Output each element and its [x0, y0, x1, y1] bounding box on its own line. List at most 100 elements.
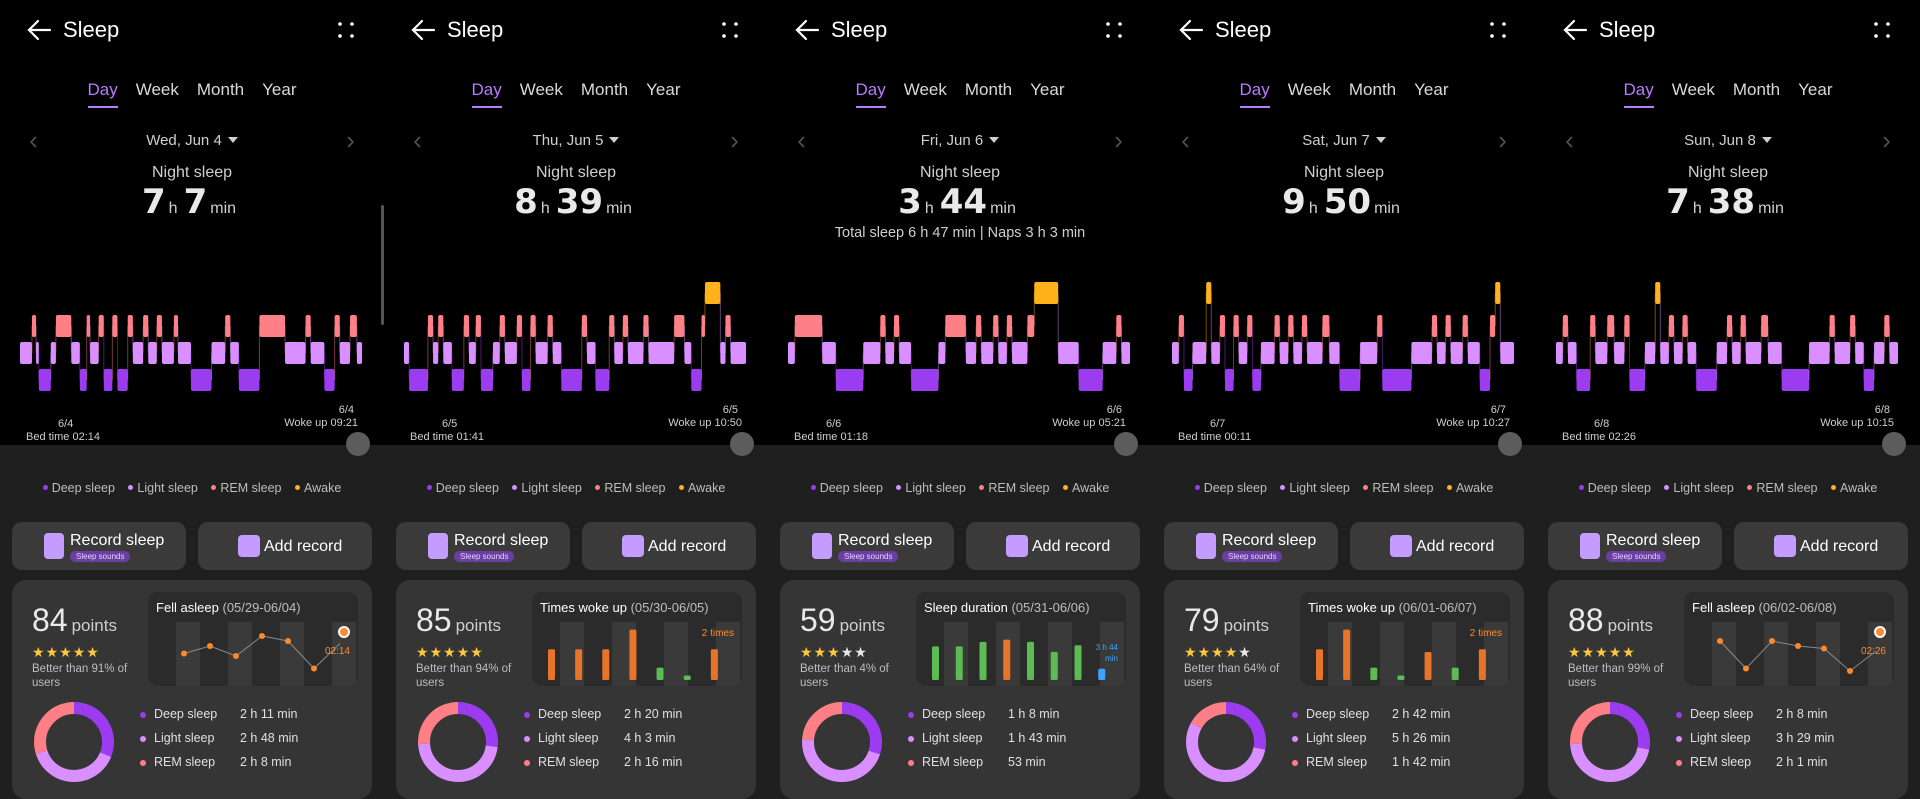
- deep-label: Deep sleep: [1690, 707, 1754, 721]
- tab-week[interactable]: Week: [903, 80, 947, 99]
- add-record-button[interactable]: Add record: [1734, 522, 1908, 570]
- record-sleep-button[interactable]: Record sleep Sleep sounds: [12, 522, 186, 570]
- stage-segment-rem: [112, 315, 118, 337]
- add-record-button[interactable]: Add record: [582, 522, 756, 570]
- more-options-icon[interactable]: [1488, 20, 1508, 40]
- chevron-left-icon[interactable]: [796, 136, 808, 148]
- chevron-right-icon[interactable]: [1112, 136, 1124, 148]
- chevron-left-icon[interactable]: [28, 136, 40, 148]
- add-record-button[interactable]: Add record: [966, 522, 1140, 570]
- legend-rem: REM sleep: [1363, 481, 1434, 495]
- record-sleep-button[interactable]: Record sleep Sleep sounds: [780, 522, 954, 570]
- date-picker[interactable]: Sat, Jun 7: [1302, 132, 1386, 149]
- back-arrow-icon[interactable]: [1562, 18, 1588, 42]
- tab-day[interactable]: Day: [87, 80, 118, 108]
- score: 79 points: [1184, 602, 1269, 639]
- date-picker[interactable]: Wed, Jun 4: [146, 132, 238, 149]
- chevron-right-icon[interactable]: [728, 136, 740, 148]
- stage-breakdown: Deep sleep 1 h 8 min Light sleep 1 h 43 mi…: [908, 707, 1118, 779]
- sleep-stage-chart[interactable]: [1172, 262, 1514, 412]
- tab-year[interactable]: Year: [646, 80, 681, 99]
- more-options-icon[interactable]: [720, 20, 740, 40]
- add-record-button[interactable]: Add record: [1350, 522, 1524, 570]
- tab-week[interactable]: Week: [519, 80, 563, 99]
- back-arrow-icon[interactable]: [26, 18, 52, 42]
- mini-bar: [932, 646, 939, 680]
- sleep-stage-chart[interactable]: [20, 262, 362, 412]
- trend-mini-chart[interactable]: Sleep duration (05/31-06/06) 3 h 44 min: [916, 592, 1126, 686]
- tab-month[interactable]: Month: [580, 80, 629, 99]
- sleep-score-card[interactable]: 84 points ★★★★★ Better than 91% of users …: [12, 580, 372, 799]
- trend-mini-chart[interactable]: Fell asleep (06/02-06/08) 02:26: [1684, 592, 1894, 686]
- tab-year[interactable]: Year: [1030, 80, 1065, 99]
- tab-day[interactable]: Day: [471, 80, 502, 108]
- back-arrow-icon[interactable]: [794, 18, 820, 42]
- chevron-left-icon[interactable]: [412, 136, 424, 148]
- sleep-stage-chart[interactable]: [404, 262, 746, 412]
- light-row: Light sleep 5 h 26 min: [1292, 731, 1502, 755]
- stage-segment-rem: [1288, 315, 1294, 337]
- drag-handle[interactable]: [730, 432, 754, 456]
- mini-bar: [548, 649, 555, 680]
- scrollbar[interactable]: [381, 205, 384, 325]
- stage-segment-rem: [98, 315, 104, 337]
- chevron-left-icon[interactable]: [1180, 136, 1192, 148]
- more-options-icon[interactable]: [336, 20, 356, 40]
- stage-segment-deep: [480, 369, 493, 391]
- tab-week[interactable]: Week: [135, 80, 179, 99]
- date-picker[interactable]: Thu, Jun 5: [533, 132, 620, 149]
- tab-month[interactable]: Month: [1348, 80, 1397, 99]
- sleep-score-card[interactable]: 59 points ★★★★★ Better than 4% of users S…: [780, 580, 1140, 799]
- stage-segment-rem: [1829, 315, 1835, 337]
- points-unit: points: [839, 616, 885, 635]
- tab-day[interactable]: Day: [1623, 80, 1654, 108]
- legend-rem: REM sleep: [211, 481, 282, 495]
- stage-segment-light: [1012, 342, 1028, 364]
- drag-handle[interactable]: [346, 432, 370, 456]
- trend-mini-chart[interactable]: Times woke up (05/30-06/05) 2 times: [532, 592, 742, 686]
- trend-mini-chart[interactable]: Fell asleep (05/29-06/04) 02:14: [148, 592, 358, 686]
- stage-segment-light: [938, 342, 946, 364]
- deep-dot-icon: [1194, 485, 1200, 490]
- stage-segment-rem: [725, 315, 731, 337]
- tab-year[interactable]: Year: [1414, 80, 1449, 99]
- tab-year[interactable]: Year: [262, 80, 297, 99]
- sleep-score-card[interactable]: 88 points ★★★★★ Better than 99% of users …: [1548, 580, 1908, 799]
- star-icon: ★: [470, 644, 484, 660]
- tab-day[interactable]: Day: [855, 80, 886, 108]
- back-arrow-icon[interactable]: [1178, 18, 1204, 42]
- trend-mini-chart[interactable]: Times woke up (06/01-06/07) 2 times: [1300, 592, 1510, 686]
- record-sleep-button[interactable]: Record sleep Sleep sounds: [1164, 522, 1338, 570]
- chevron-left-icon[interactable]: [1564, 136, 1576, 148]
- more-options-icon[interactable]: [1872, 20, 1892, 40]
- back-arrow-icon[interactable]: [410, 18, 436, 42]
- tab-month[interactable]: Month: [964, 80, 1013, 99]
- add-record-button[interactable]: Add record: [198, 522, 372, 570]
- tab-month[interactable]: Month: [196, 80, 245, 99]
- record-sleep-button[interactable]: Record sleep Sleep sounds: [396, 522, 570, 570]
- chevron-right-icon[interactable]: [344, 136, 356, 148]
- tab-week[interactable]: Week: [1287, 80, 1331, 99]
- more-options-icon[interactable]: [1104, 20, 1124, 40]
- tab-month[interactable]: Month: [1732, 80, 1781, 99]
- drag-handle[interactable]: [1114, 432, 1138, 456]
- chevron-right-icon[interactable]: [1880, 136, 1892, 148]
- donut-slice: [34, 702, 114, 782]
- record-sleep-button[interactable]: Record sleep Sleep sounds: [1548, 522, 1722, 570]
- score-value: 85: [416, 602, 452, 638]
- sleep-stage-chart[interactable]: [788, 262, 1130, 412]
- tab-day[interactable]: Day: [1239, 80, 1270, 108]
- drag-handle[interactable]: [1498, 432, 1522, 456]
- sleep-score-card[interactable]: 79 points ★★★★★ Better than 64% of users …: [1164, 580, 1524, 799]
- date-picker[interactable]: Sun, Jun 8: [1684, 132, 1772, 149]
- sleep-stage-chart[interactable]: [1556, 262, 1898, 412]
- chevron-right-icon[interactable]: [1496, 136, 1508, 148]
- sleep-score-card[interactable]: 85 points ★★★★★ Better than 94% of users …: [396, 580, 756, 799]
- donut-slice: [418, 702, 498, 782]
- date-picker[interactable]: Fri, Jun 6: [921, 132, 1000, 149]
- drag-handle[interactable]: [1882, 432, 1906, 456]
- tab-week[interactable]: Week: [1671, 80, 1715, 99]
- tab-year[interactable]: Year: [1798, 80, 1833, 99]
- stage-segment-light: [981, 342, 994, 364]
